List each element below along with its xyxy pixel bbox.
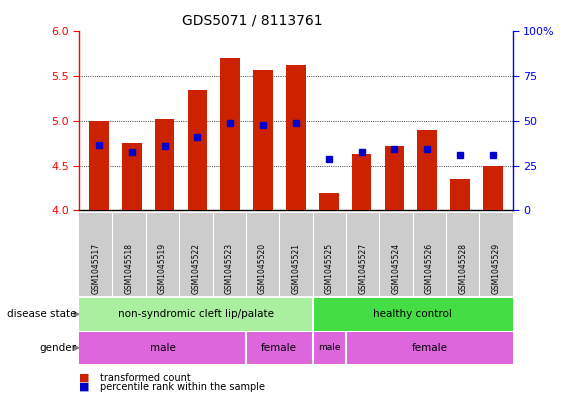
Text: male: male bbox=[318, 343, 340, 352]
Text: GSM1045528: GSM1045528 bbox=[458, 242, 467, 294]
Text: GSM1045523: GSM1045523 bbox=[224, 242, 234, 294]
Bar bbox=[155, 119, 175, 210]
Text: non-syndromic cleft lip/palate: non-syndromic cleft lip/palate bbox=[118, 309, 274, 319]
Text: GSM1045529: GSM1045529 bbox=[492, 242, 500, 294]
Text: ■: ■ bbox=[79, 382, 90, 392]
Text: percentile rank within the sample: percentile rank within the sample bbox=[100, 382, 265, 392]
Bar bbox=[286, 64, 306, 210]
Text: GSM1045517: GSM1045517 bbox=[91, 242, 100, 294]
Text: GSM1045518: GSM1045518 bbox=[125, 242, 134, 294]
Bar bbox=[352, 154, 372, 210]
Text: male: male bbox=[149, 343, 175, 353]
Text: female: female bbox=[261, 343, 297, 353]
Text: gender: gender bbox=[39, 343, 76, 353]
Text: ■: ■ bbox=[79, 373, 90, 383]
Bar bbox=[122, 143, 142, 210]
Text: GSM1045522: GSM1045522 bbox=[192, 242, 200, 294]
Bar bbox=[450, 179, 470, 210]
Bar bbox=[220, 58, 240, 210]
Bar bbox=[188, 90, 207, 210]
Text: GSM1045525: GSM1045525 bbox=[325, 242, 334, 294]
Text: GSM1045526: GSM1045526 bbox=[425, 242, 434, 294]
Text: GSM1045520: GSM1045520 bbox=[258, 242, 267, 294]
Text: GSM1045521: GSM1045521 bbox=[291, 242, 301, 294]
Bar bbox=[89, 121, 108, 210]
Text: GSM1045524: GSM1045524 bbox=[391, 242, 400, 294]
Text: GSM1045519: GSM1045519 bbox=[158, 242, 167, 294]
Bar bbox=[253, 70, 273, 210]
Text: transformed count: transformed count bbox=[100, 373, 190, 383]
Text: GDS5071 / 8113761: GDS5071 / 8113761 bbox=[182, 14, 322, 28]
Text: female: female bbox=[411, 343, 447, 353]
Text: healthy control: healthy control bbox=[373, 309, 452, 319]
Bar bbox=[384, 146, 404, 210]
Bar bbox=[417, 130, 437, 210]
Bar bbox=[483, 165, 503, 210]
Text: GSM1045527: GSM1045527 bbox=[358, 242, 367, 294]
Text: disease state: disease state bbox=[6, 309, 76, 319]
Bar bbox=[319, 193, 339, 210]
